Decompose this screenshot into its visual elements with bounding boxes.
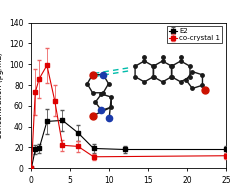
Y-axis label: Concentration (pg/mL): Concentration (pg/mL): [0, 52, 4, 139]
Legend: E2, co-crystal 1: E2, co-crystal 1: [166, 26, 222, 43]
